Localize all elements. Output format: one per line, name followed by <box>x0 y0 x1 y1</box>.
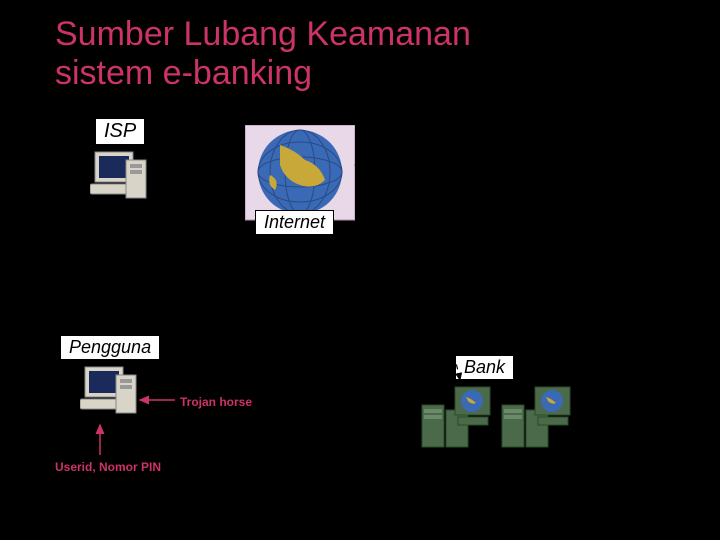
bank-url: www. bank. co. id <box>395 475 551 498</box>
isp-label: ISP <box>95 118 145 145</box>
keamanan-num-2: 2. <box>497 199 516 219</box>
network-disadap-left: Network disadap <box>85 280 132 309</box>
userid-label: Userid, Nomor PIN <box>55 460 161 474</box>
network-disadap-top: Network disadap <box>170 140 217 169</box>
bank-label: Bank <box>455 355 514 380</box>
keamanan-item-2: Network <box>518 199 604 219</box>
trojan-label: Trojan horse <box>180 395 252 409</box>
isp-computer-icon <box>90 150 150 205</box>
pengguna-label: Pengguna <box>60 335 160 360</box>
keamanan-list: 1.Sistem (OS) 2.Network 3.Aplikasi (db) <box>495 175 606 242</box>
keamanan-num-3: 3. <box>497 220 516 240</box>
keamanan-num-1: 1. <box>497 177 516 197</box>
keamanan-item-1: Sistem (OS) <box>518 177 604 197</box>
bank-server2-icon <box>500 385 575 450</box>
bank-notes: -Aplikasi (database) di bobol -OS hacked <box>585 388 651 450</box>
pengguna-computer-icon <box>80 365 140 420</box>
keamanan-title: Keamanan <box>495 135 566 152</box>
keamanan-item-3: Aplikasi (db) <box>518 220 604 240</box>
title-line2: sistem e-banking <box>55 54 312 92</box>
slide-title: Sumber Lubang Keamanan sistem e-banking <box>55 15 471 93</box>
internet-label: Internet <box>255 210 334 235</box>
title-line1: Sumber Lubang Keamanan <box>55 15 471 53</box>
bank-server1-icon <box>420 385 495 450</box>
network-disadap-right: Network disadap <box>340 273 387 302</box>
